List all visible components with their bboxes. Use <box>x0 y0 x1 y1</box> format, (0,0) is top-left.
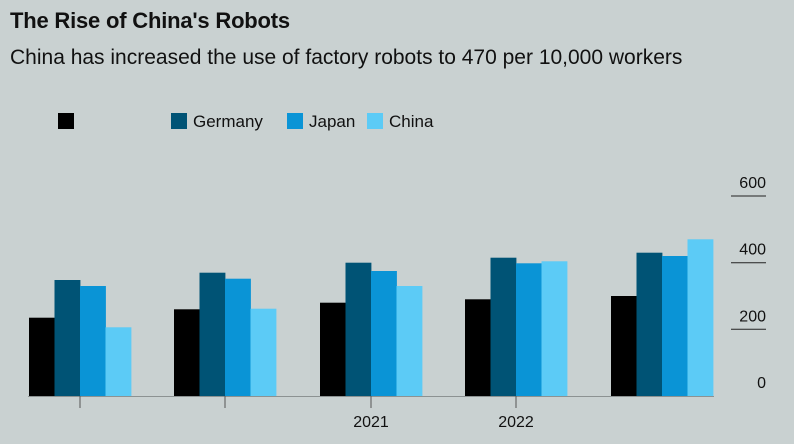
bar-china-4 <box>541 261 568 396</box>
chart-subtitle: China has increased the use of factory r… <box>10 46 683 69</box>
bar-series-1-5 <box>611 296 637 396</box>
bar-series-1-4 <box>465 299 491 396</box>
bar-germany-3 <box>345 262 372 396</box>
x-axis: 2021 2022 <box>28 396 714 431</box>
legend-label-china: China <box>389 112 434 131</box>
legend-label-germany: Germany <box>193 112 263 131</box>
y-tick-label: 400 <box>739 242 766 259</box>
y-axis: 600 400 200 0 <box>731 175 766 392</box>
bar-germany-5 <box>636 252 663 396</box>
bar-japan-1 <box>80 286 106 396</box>
bar-japan-4 <box>516 263 542 396</box>
legend-swatch-germany <box>171 113 187 129</box>
bar-series-1-1 <box>29 317 55 396</box>
bar-china-2 <box>250 308 277 396</box>
y-tick-label: 0 <box>757 375 766 392</box>
chart-title: The Rise of China's Robots <box>10 8 290 33</box>
bar-series-1-2 <box>174 309 200 396</box>
bar-germany-2 <box>199 272 226 396</box>
bar-china-1 <box>105 327 132 396</box>
bar-japan-2 <box>225 278 251 396</box>
x-tick-label: 2022 <box>498 414 534 431</box>
bar-china-5 <box>687 239 714 396</box>
y-tick-label: 600 <box>739 175 766 192</box>
bar-china-3 <box>396 286 423 396</box>
bar-series-1-3 <box>320 302 346 396</box>
legend-swatch-china <box>367 113 383 129</box>
legend-swatch-japan <box>287 113 303 129</box>
bar-japan-5 <box>662 256 688 396</box>
legend: Germany Japan China <box>58 112 434 131</box>
legend-label-japan: Japan <box>309 112 355 131</box>
y-tick-label: 200 <box>739 308 766 325</box>
bar-germany-1 <box>54 280 81 396</box>
x-tick-label: 2021 <box>353 414 389 431</box>
bar-japan-3 <box>371 271 397 396</box>
legend-swatch-series-1 <box>58 113 74 129</box>
bar-group <box>29 239 714 396</box>
bar-germany-4 <box>490 257 517 396</box>
